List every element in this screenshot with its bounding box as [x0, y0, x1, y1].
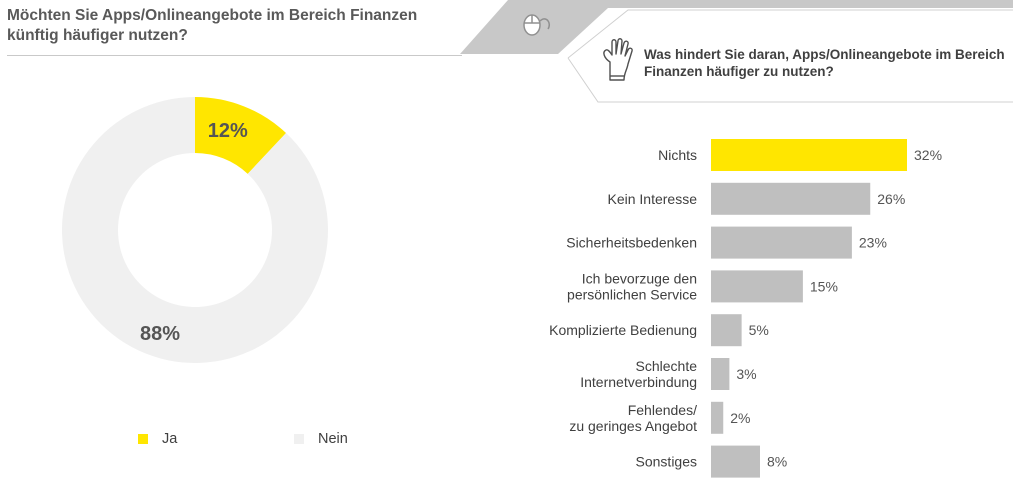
bar-7	[711, 445, 760, 478]
bar-0	[711, 139, 907, 171]
category-label-line: Fehlendes/	[628, 402, 697, 418]
left-title-divider	[7, 55, 462, 56]
bar-value-label-6: 2%	[730, 410, 750, 426]
bar-3	[711, 270, 803, 303]
right-question-title: Was hindert Sie daran, Apps/Onlineangebo…	[644, 47, 1005, 79]
bar-6	[711, 401, 724, 434]
category-label-3: Ich bevorzuge den persönlichen Service	[567, 270, 697, 302]
category-label-line: Sicherheitsbedenken	[566, 235, 697, 251]
donut-chart: 12% 88%	[62, 97, 329, 363]
category-label-4: Komplizierte Bedienung	[549, 322, 697, 338]
legend-swatch-yes	[138, 434, 148, 445]
bar-1	[711, 182, 871, 215]
category-label-0: Nichts	[658, 147, 697, 163]
bar-2	[711, 226, 852, 259]
header-banner	[460, 0, 1013, 103]
banner-gray-band	[460, 0, 1013, 54]
donut-slice-yes	[195, 97, 287, 174]
category-label-7: Sonstiges	[636, 454, 697, 470]
bar-5	[711, 358, 730, 390]
category-label-line: Kein Interesse	[608, 191, 698, 207]
banner-outline-top	[567, 9, 1013, 59]
bar-4	[711, 314, 742, 347]
raised-hand-icon	[603, 38, 633, 81]
bar-value-label-7: 8%	[767, 454, 787, 470]
category-label-line: Nichts	[658, 147, 697, 163]
category-label-line: Ich bevorzuge den	[582, 270, 697, 286]
bar-value-label-5: 3%	[736, 366, 756, 382]
category-label-line: Internetverbindung	[580, 374, 697, 390]
bar-value-label-0: 32%	[914, 147, 942, 163]
legend-swatch-no	[294, 434, 304, 445]
bar-value-label-1: 26%	[877, 191, 905, 207]
mouse-icon	[523, 14, 551, 36]
category-label-line: zu geringes Angebot	[569, 418, 697, 434]
bar-chart: 32% Nichts 26% Kein Interesse 23% Sicherheits…	[549, 139, 942, 478]
bar-value-label-2: 23%	[859, 235, 887, 251]
category-label-line: persönlichen Service	[567, 286, 697, 302]
legend-item-yes: Ja	[138, 431, 177, 447]
banner-outline-bottom	[567, 57, 1013, 103]
category-label-2: Sicherheitsbedenken	[566, 235, 697, 251]
bar-value-label-3: 15%	[810, 278, 838, 294]
donut-slice-no	[62, 97, 329, 363]
category-label-line: Sonstiges	[636, 454, 697, 470]
donut-label-no: 88%	[140, 323, 180, 345]
legend-label-no: Nein	[318, 431, 348, 447]
category-label-line: Schlechte	[636, 358, 698, 374]
legend-label-yes: Ja	[162, 431, 178, 447]
bar-value-label-4: 5%	[749, 322, 769, 338]
category-label-6: Fehlendes/zu geringes Angebot	[569, 402, 697, 434]
donut-label-yes: 12%	[208, 120, 248, 142]
category-label-line: Komplizierte Bedienung	[549, 322, 697, 338]
left-question-title: Möchten Sie Apps/Onlineangebote im Berei…	[7, 7, 418, 44]
legend-item-no: Nein	[294, 431, 348, 447]
category-label-1: Kein Interesse	[608, 191, 698, 207]
category-label-5: Schlechte Internetverbindung	[580, 358, 697, 390]
